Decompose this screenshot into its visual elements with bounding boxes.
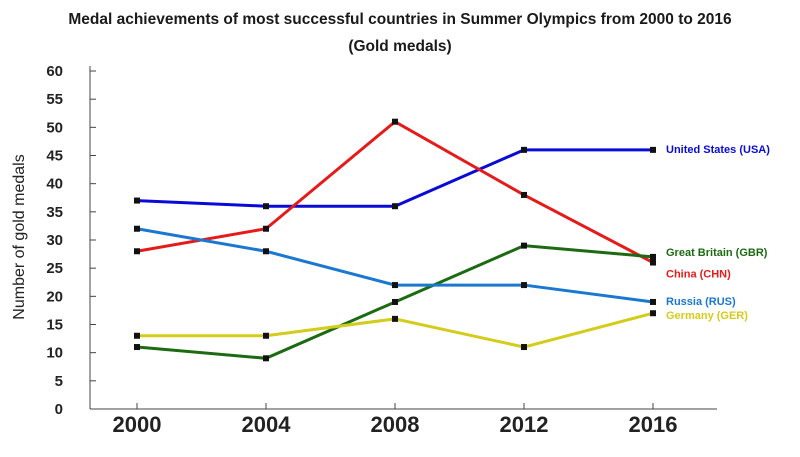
- y-tick-label: 35: [46, 204, 63, 221]
- y-tick-label: 5: [55, 373, 63, 390]
- y-axis-label: Number of gold medals: [11, 154, 28, 319]
- data-point: [134, 332, 140, 339]
- y-tick-label: 55: [46, 91, 63, 108]
- x-tick-label: 2008: [371, 412, 420, 437]
- series-line: [136, 227, 654, 304]
- x-tick-label: 2016: [629, 412, 678, 437]
- chart-title: Medal achievements of most successful co…: [68, 11, 732, 28]
- y-tick-label: 25: [46, 260, 63, 277]
- data-point: [263, 225, 269, 232]
- data-point: [650, 146, 656, 153]
- data-point: [521, 146, 527, 153]
- y-tick-label: 40: [46, 176, 63, 193]
- data-point: [521, 344, 527, 351]
- data-point: [392, 203, 398, 210]
- data-point: [263, 203, 269, 210]
- data-point: [650, 298, 656, 305]
- data-point: [392, 118, 398, 125]
- series-group: [134, 118, 656, 362]
- y-tick-label: 0: [55, 401, 63, 418]
- data-point: [521, 242, 527, 249]
- series-line: [136, 148, 653, 208]
- series-labels: United States (USA) China (CHN) Great Brit…: [666, 144, 770, 322]
- data-point: [650, 253, 656, 260]
- data-point: [650, 310, 656, 317]
- y-tick-label: 50: [46, 119, 63, 136]
- series-label: United States (USA): [666, 144, 770, 156]
- data-point: [263, 248, 269, 255]
- y-tick-label: 20: [46, 288, 63, 305]
- x-ticks: 2000 2004 2008 2012 2016: [113, 403, 678, 437]
- data-point: [392, 282, 398, 289]
- y-tick-label: 15: [46, 317, 63, 334]
- data-point: [134, 344, 140, 351]
- chart-subtitle: (Gold medals): [348, 38, 451, 55]
- data-point: [134, 225, 140, 232]
- series-label: Great Britain (GBR): [666, 247, 768, 259]
- y-tick-label: 45: [46, 148, 63, 165]
- x-tick-label: 2000: [113, 412, 162, 437]
- x-tick-label: 2004: [242, 412, 292, 437]
- x-tick-label: 2012: [500, 412, 549, 437]
- y-tick-label: 10: [46, 345, 63, 362]
- y-tick-label: 60: [46, 63, 63, 80]
- y-tick-label: 30: [46, 232, 63, 249]
- y-ticks: 0 5 10 15 20 25 30 35 40 45 50 55 60: [46, 63, 96, 418]
- data-point: [650, 259, 656, 266]
- data-point: [263, 332, 269, 339]
- series-label: China (CHN): [666, 269, 731, 281]
- data-point: [392, 298, 398, 305]
- data-point: [263, 355, 269, 362]
- data-point: [521, 282, 527, 289]
- series-label: Germany (GER): [666, 310, 748, 322]
- data-point: [134, 197, 140, 204]
- data-point: [134, 248, 140, 255]
- series-label: Russia (RUS): [666, 296, 736, 308]
- data-point: [392, 315, 398, 322]
- data-point: [521, 191, 527, 198]
